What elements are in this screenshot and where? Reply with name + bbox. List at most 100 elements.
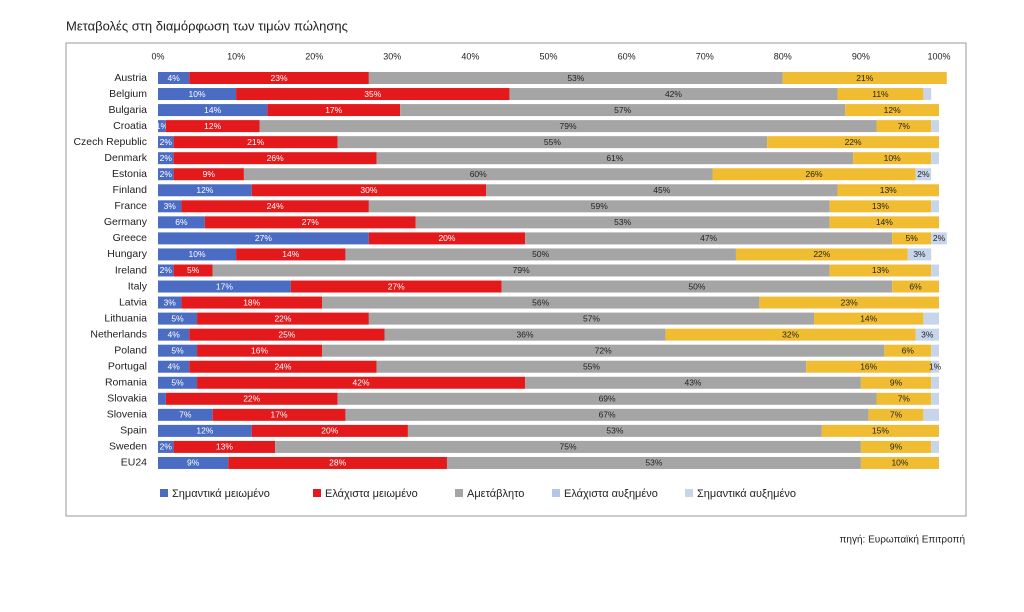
bar-segment <box>525 376 861 389</box>
data-label: 14% <box>282 249 299 259</box>
bar-segment <box>158 232 369 245</box>
data-label: 27% <box>302 217 319 227</box>
bar-segment <box>806 360 932 373</box>
bar-segment <box>158 456 229 469</box>
y-tick-label: Slovenia <box>107 409 147 421</box>
data-label: 9% <box>890 442 903 452</box>
y-tick-label: Denmark <box>104 152 147 164</box>
bar-segment <box>931 200 939 213</box>
bar-segment <box>876 120 932 133</box>
data-label: 21% <box>247 137 264 147</box>
data-label: 57% <box>614 105 631 115</box>
bar-segment <box>931 392 939 405</box>
bar-segment <box>158 280 291 293</box>
bar-segment <box>923 408 939 421</box>
bar-segment <box>158 216 205 229</box>
bar-segment <box>892 280 939 293</box>
data-label: 27% <box>255 233 272 243</box>
bar-segment <box>158 120 166 133</box>
bar-segment <box>923 312 939 325</box>
bar-segment <box>251 424 408 437</box>
bar-segment <box>345 248 736 261</box>
data-label: 25% <box>278 329 295 339</box>
y-tick-label: Czech Republic <box>73 136 147 148</box>
bar-segment <box>158 88 237 101</box>
bar-segment <box>376 152 854 165</box>
data-label: 22% <box>813 249 830 259</box>
legend-swatch <box>685 489 693 497</box>
data-label: 67% <box>599 410 616 420</box>
data-label: 2% <box>933 233 946 243</box>
bar-segment <box>384 328 666 341</box>
bar-segment <box>158 360 190 373</box>
bar-segment <box>290 280 502 293</box>
legend-label: Σημαντικά μειωμένο <box>172 488 270 500</box>
bar-segment <box>337 392 877 405</box>
bar-segment <box>931 120 939 133</box>
data-label: 56% <box>532 297 549 307</box>
y-tick-label: Croatia <box>113 120 147 132</box>
data-label: 18% <box>243 297 260 307</box>
data-label: 55% <box>583 361 600 371</box>
data-label: 2% <box>160 442 173 452</box>
chart-frame <box>65 42 967 517</box>
y-tick-label: Belgium <box>109 88 147 100</box>
data-label: 20% <box>321 426 338 436</box>
bar-segment <box>892 232 932 245</box>
source: πηγή: Ευρωπαϊκή Επιτροπή <box>840 534 965 546</box>
data-label: 14% <box>860 313 877 323</box>
bar-segment <box>407 424 822 437</box>
bar-segment <box>158 136 174 149</box>
data-label: 7% <box>890 410 903 420</box>
x-tick-label: 10% <box>227 51 245 61</box>
bar-segment <box>368 72 783 84</box>
data-label: 26% <box>806 169 823 179</box>
data-label: 30% <box>360 185 377 195</box>
bar-segment <box>368 312 815 325</box>
bar-segment <box>868 408 924 421</box>
bar-segment <box>158 200 182 213</box>
bar-segment <box>735 248 908 261</box>
data-label: 75% <box>560 442 577 452</box>
data-label: 4% <box>167 73 180 83</box>
data-label: 53% <box>614 217 631 227</box>
bar-segment <box>931 232 947 245</box>
bar-segment <box>267 104 401 117</box>
data-label: 2% <box>160 169 173 179</box>
bar-segment <box>400 104 846 117</box>
data-label: 10% <box>189 249 206 259</box>
bar-segment <box>158 296 182 309</box>
y-tick-label: Bulgaria <box>108 104 147 116</box>
bar-segment <box>665 328 916 341</box>
bar-segment <box>158 312 198 325</box>
bar-segment <box>884 344 932 357</box>
data-label: 5% <box>906 233 919 243</box>
bar-segment <box>158 184 252 197</box>
data-label: 7% <box>898 394 911 404</box>
bar-segment <box>173 264 213 277</box>
bar-segment <box>931 360 939 373</box>
data-label: 12% <box>196 426 213 436</box>
legend-swatch <box>313 489 321 497</box>
data-label: 3% <box>913 249 926 259</box>
data-label: 3% <box>921 329 934 339</box>
legend-swatch <box>552 489 560 497</box>
bar-segment <box>228 456 447 469</box>
data-label: 13% <box>872 201 889 211</box>
y-tick-label: Latvia <box>119 296 147 308</box>
data-label: 53% <box>645 458 662 468</box>
data-label: 28% <box>329 458 346 468</box>
bar-segment <box>759 296 939 309</box>
bar-segment <box>189 72 369 84</box>
bar-segment <box>368 200 830 213</box>
bar-segment <box>165 120 260 133</box>
bar-segment <box>860 456 939 469</box>
legend-label: Ελάχιστα μειωμένο <box>325 488 418 500</box>
y-tick-label: Spain <box>120 425 147 437</box>
data-label: 5% <box>171 345 184 355</box>
bar-segment <box>158 248 237 261</box>
data-label: 20% <box>438 233 455 243</box>
bar-segment <box>212 408 346 421</box>
legend-swatch <box>160 489 168 497</box>
